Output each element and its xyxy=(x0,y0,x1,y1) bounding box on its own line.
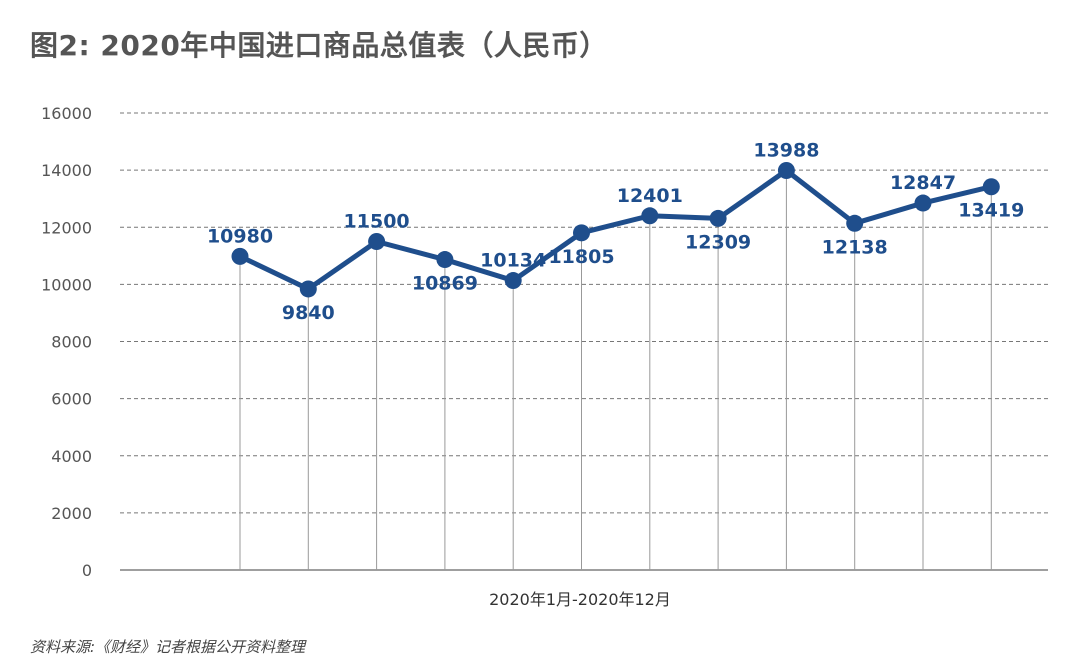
data-point xyxy=(368,233,386,251)
data-label: 12847 xyxy=(890,172,956,194)
series-line xyxy=(231,161,1000,298)
chart-title: 图2: 2020年中国进口商品总值表（人民币） xyxy=(30,29,608,62)
data-point xyxy=(573,224,590,242)
y-tick-label: 4000 xyxy=(51,447,92,466)
y-tick-label: 6000 xyxy=(51,390,92,409)
y-tick-label: 10000 xyxy=(41,275,92,294)
data-point xyxy=(709,209,727,227)
gridlines xyxy=(120,112,1048,571)
data-point xyxy=(641,207,659,225)
data-point xyxy=(231,247,249,265)
data-label: 12309 xyxy=(685,231,751,253)
data-point xyxy=(846,214,864,232)
series-path xyxy=(237,167,994,292)
data-label: 13988 xyxy=(753,139,819,161)
data-point xyxy=(299,280,317,298)
data-label: 12401 xyxy=(617,185,683,207)
data-point xyxy=(504,272,522,290)
y-tick-label: 12000 xyxy=(41,218,92,237)
data-point xyxy=(436,251,454,269)
data-label: 10869 xyxy=(412,273,478,295)
drop-lines xyxy=(239,170,992,570)
data-label: 13419 xyxy=(958,200,1024,222)
y-tick-label: 8000 xyxy=(51,333,92,352)
y-axis: 0 2000 4000 6000 8000 10000 12000 14000 16000 xyxy=(41,104,92,580)
x-axis-label: 2020年1月-2020年12月 xyxy=(489,590,671,609)
data-point xyxy=(914,194,932,212)
y-tick-label: 16000 xyxy=(41,104,92,123)
data-label: 12138 xyxy=(822,236,888,258)
data-point xyxy=(777,161,795,179)
y-tick-label: 2000 xyxy=(51,504,92,523)
y-tick-label: 14000 xyxy=(41,161,92,180)
data-point xyxy=(982,178,1000,196)
source-note: 资料来源:《财经》记者根据公开资料整理 xyxy=(30,638,306,656)
data-label: 9840 xyxy=(282,302,335,324)
data-label: 10134 xyxy=(480,250,546,272)
y-tick-label: 0 xyxy=(82,561,92,580)
data-label: 11805 xyxy=(548,246,614,268)
data-label: 11500 xyxy=(344,211,410,233)
data-label: 10980 xyxy=(207,225,273,247)
line-chart: 0 2000 4000 6000 8000 10000 12000 14000 16000 10… xyxy=(41,104,1048,609)
